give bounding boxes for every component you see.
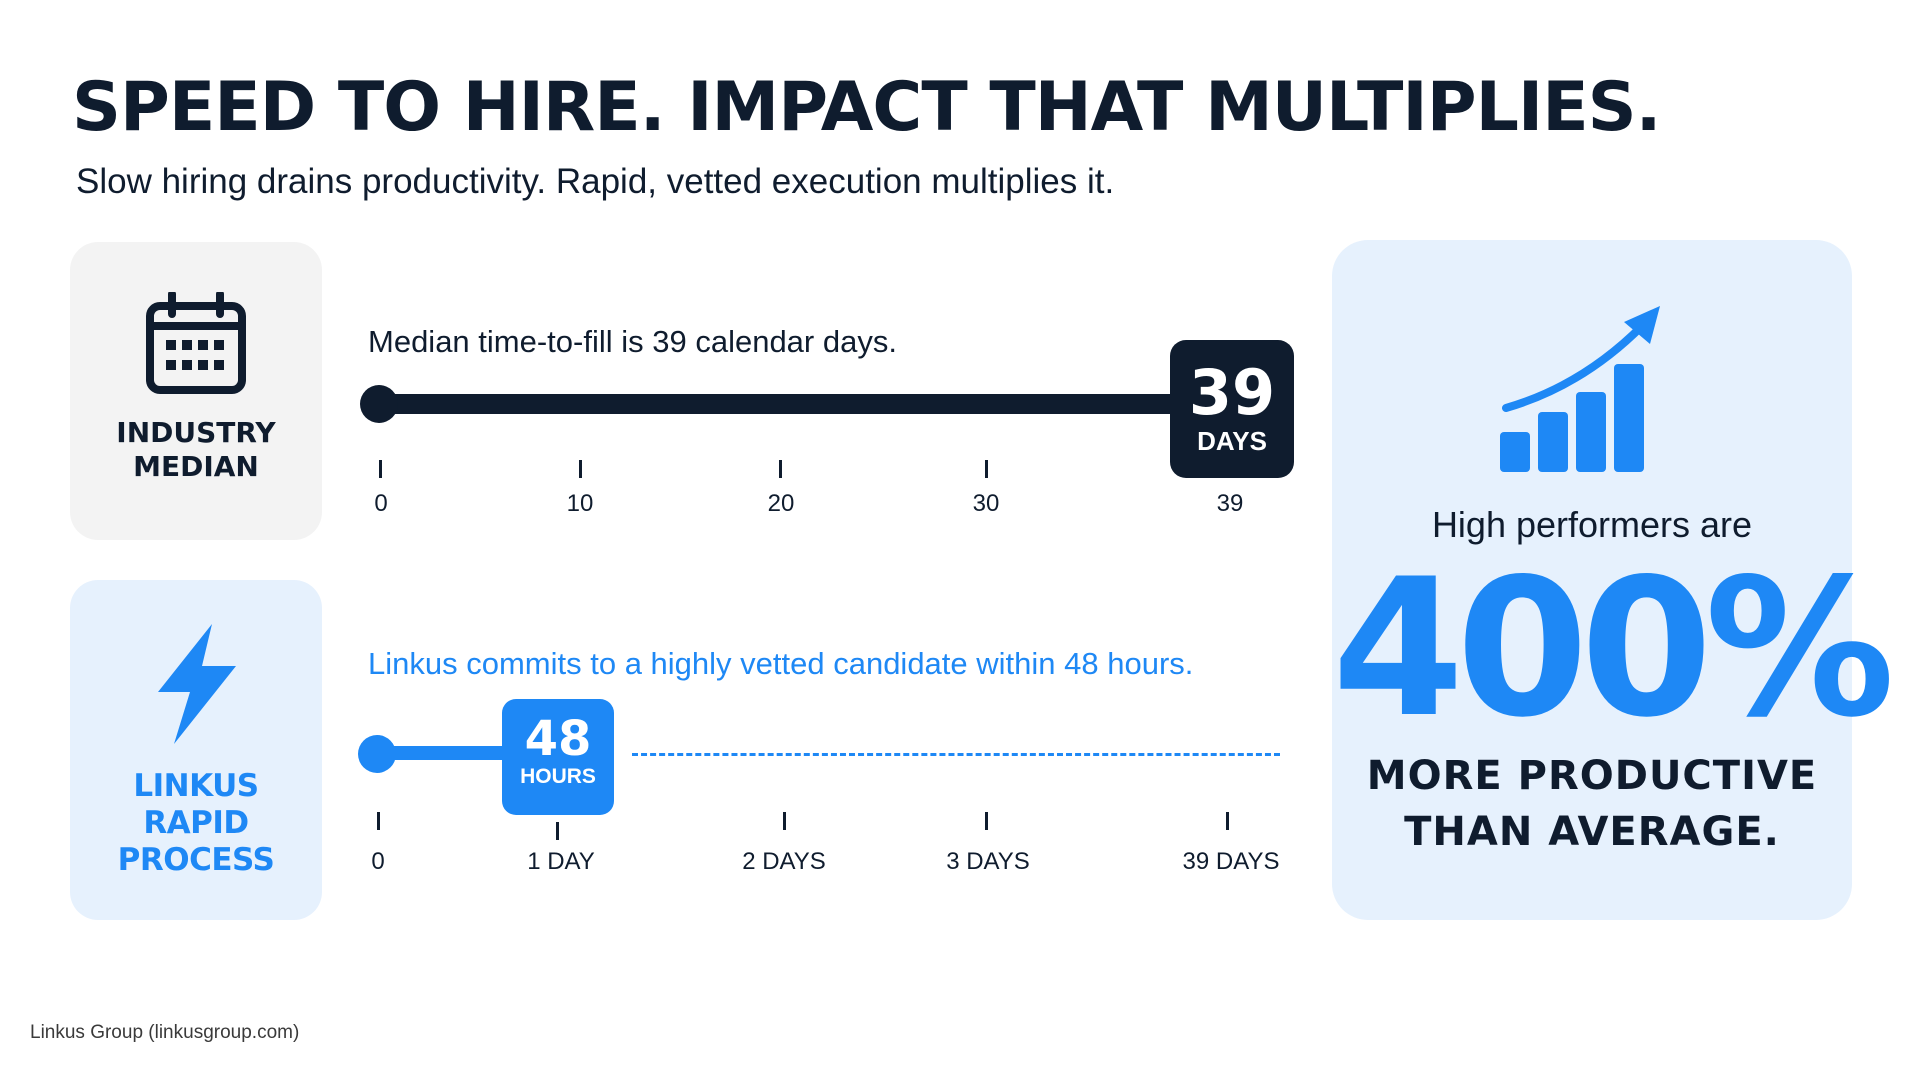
industry-tick-label: 10 — [566, 490, 594, 517]
industry-tick-label: 30 — [972, 490, 1000, 517]
linkus-timeline-dashed-line — [632, 753, 1280, 756]
linkus-tick-label: 1 DAY — [527, 848, 595, 875]
linkus-tick — [1226, 812, 1229, 830]
linkus-tick — [985, 812, 988, 830]
linkus-tick-label: 0 — [371, 848, 385, 875]
industry-tick-label: 20 — [767, 490, 795, 517]
growth-chart-icon — [1500, 306, 1660, 472]
industry-tick — [379, 460, 382, 478]
performance-value: 400% — [1332, 538, 1895, 759]
performance-lead-text: High performers are — [1431, 504, 1753, 545]
performance-tail-text: MORE PRODUCTIVE THAN AVERAGE. — [1366, 753, 1818, 855]
performance-panel: High performers are 400% MORE PRODUCTIVE… — [1332, 240, 1895, 920]
industry-tick-label: 0 — [374, 490, 388, 517]
industry-badge-unit: DAYS — [1197, 426, 1267, 456]
linkus-tick — [556, 822, 559, 840]
linkus-tick-label: 39 DAYS — [1182, 848, 1280, 875]
industry-tick-label: 39 — [1216, 490, 1244, 517]
linkus-badge-unit: HOURS — [520, 765, 596, 788]
source-footer: Linkus Group (linkusgroup.com) — [30, 1022, 300, 1043]
industry-timeline-bar — [380, 394, 1210, 414]
linkus-hours-badge: 48 HOURS — [502, 699, 614, 815]
linkus-rapid-card: LINKUS RAPID PROCESS — [70, 580, 322, 920]
linkus-tick-label: 3 DAYS — [946, 848, 1030, 875]
linkus-badge-value: 48 — [524, 711, 592, 767]
linkus-timeline-start-dot — [358, 735, 396, 773]
industry-timeline-start-dot — [360, 385, 398, 423]
linkus-timeline-bar — [380, 746, 530, 760]
industry-tick — [985, 460, 988, 478]
calendar-icon — [146, 292, 246, 394]
industry-tick — [579, 460, 582, 478]
industry-badge-value: 39 — [1188, 356, 1276, 429]
page-title: SPEED TO HIRE. IMPACT THAT MULTIPLIES. — [72, 68, 1661, 147]
industry-caption: Median time-to-fill is 39 calendar days. — [368, 324, 897, 359]
industry-median-label: INDUSTRY MEDIAN — [116, 416, 276, 483]
linkus-tick — [783, 812, 786, 830]
page-subtitle: Slow hiring drains productivity. Rapid, … — [76, 162, 1115, 201]
linkus-caption: Linkus commits to a highly vetted candid… — [368, 646, 1194, 681]
industry-days-badge: 39 DAYS — [1170, 340, 1294, 478]
linkus-tick — [377, 812, 380, 830]
industry-tick — [779, 460, 782, 478]
industry-median-card: INDUSTRY MEDIAN — [70, 242, 322, 540]
lightning-bolt-icon — [158, 624, 236, 744]
linkus-rapid-label: LINKUS RAPID PROCESS — [117, 768, 275, 879]
linkus-tick-label: 2 DAYS — [742, 848, 826, 875]
